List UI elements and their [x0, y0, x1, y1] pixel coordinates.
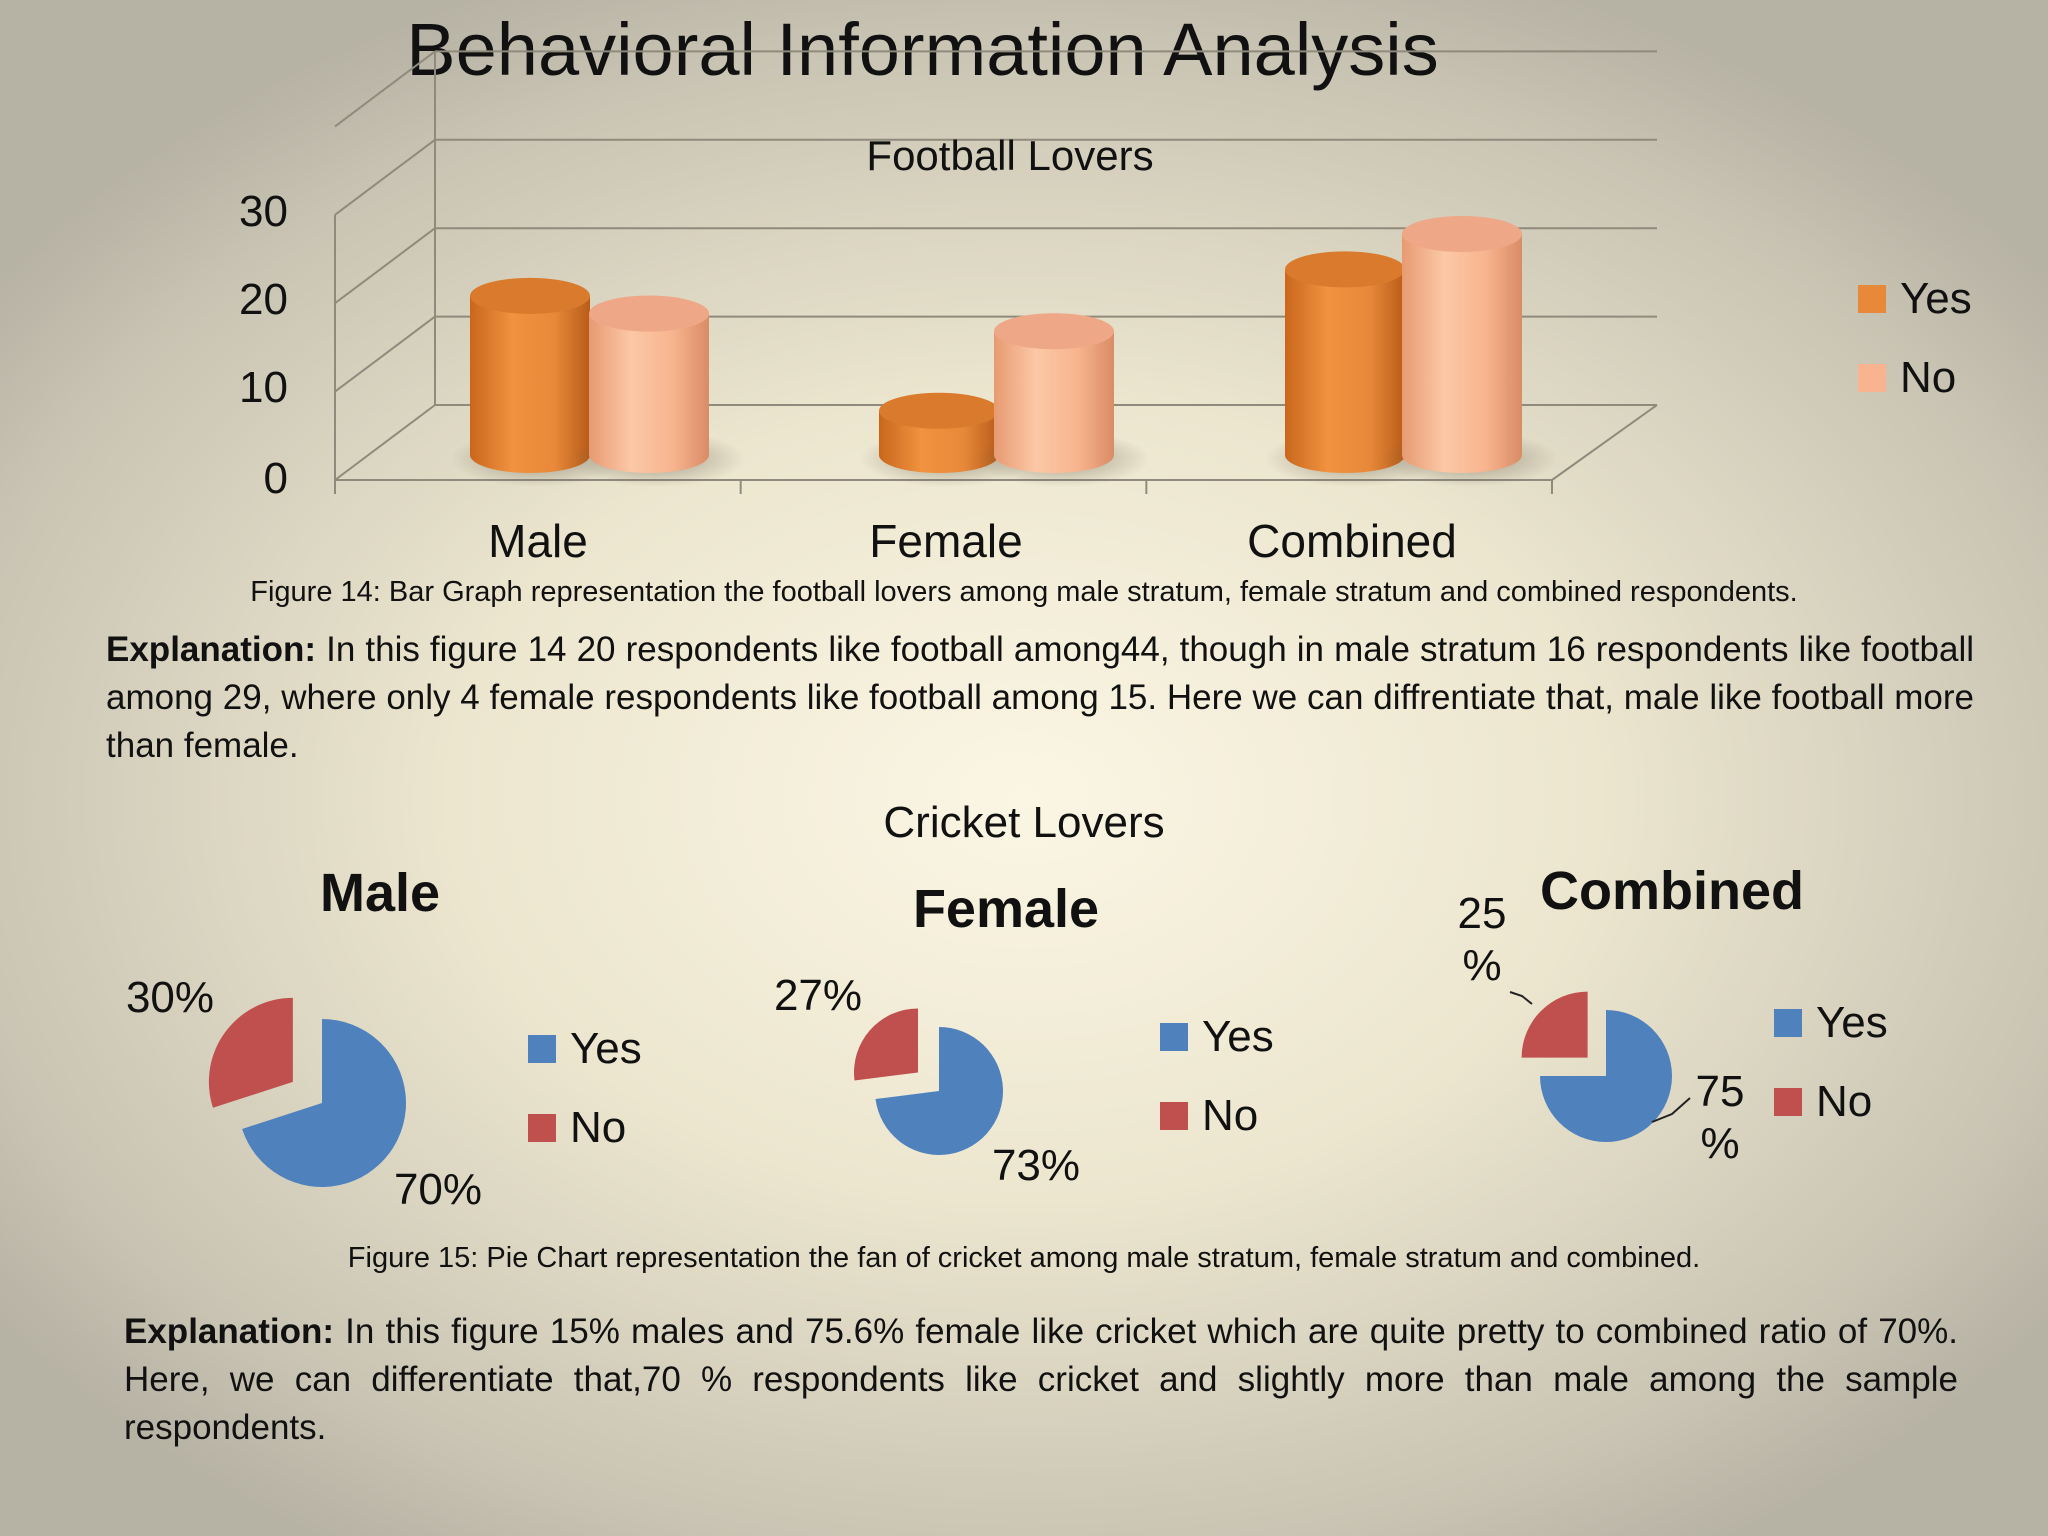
gridline	[334, 315, 436, 393]
bar-body	[994, 331, 1114, 473]
leader-line	[1509, 991, 1533, 1005]
bar-marks	[450, 216, 1558, 487]
football-chart-title: Football Lovers	[866, 132, 1154, 179]
gridline	[334, 404, 436, 481]
legend-label: Yes	[1816, 998, 1888, 1047]
legend-label: Yes	[1900, 274, 1972, 323]
bar-top	[1285, 251, 1405, 288]
cricket-explanation: Explanation: In this figure 15% males an…	[124, 1308, 1958, 1452]
leader-line	[1651, 1097, 1691, 1123]
pie-label-female-no: 27%	[773, 971, 863, 1020]
floor-edge	[1551, 404, 1658, 481]
bar-top	[879, 392, 999, 429]
pie-slice-no	[1521, 991, 1588, 1058]
bar-top	[589, 295, 709, 332]
pie-combined	[1521, 991, 1672, 1142]
pie-male	[208, 997, 407, 1187]
legend-swatch	[1774, 1088, 1802, 1116]
bar-body	[1402, 234, 1522, 473]
cricket-section-title: Cricket Lovers	[883, 798, 1165, 847]
pie-label-female-yes: 73%	[991, 1141, 1081, 1190]
bar-body	[589, 313, 709, 473]
y-tick-label: 20	[239, 275, 288, 324]
legend-swatch	[528, 1035, 556, 1063]
legend-swatch	[528, 1114, 556, 1142]
legend-swatch	[1774, 1009, 1802, 1037]
explanation-text: In this figure 14 20 respondents like fo…	[106, 630, 1974, 765]
pie-label-combined-no: 25 %	[1457, 889, 1507, 990]
bar-body	[470, 295, 590, 473]
pie-slice-no	[208, 997, 293, 1108]
legend-item-yes: Yes	[1858, 274, 1972, 324]
bar-no-combined	[1382, 216, 1558, 487]
explanation-label: Explanation:	[106, 630, 317, 669]
legend-item-no: No	[1774, 1077, 1872, 1127]
gridline	[334, 139, 436, 216]
bar-body	[1285, 269, 1405, 473]
legend-item-no: No	[1858, 353, 1956, 403]
legend-item-yes: Yes	[1160, 1012, 1274, 1062]
pie-slice-yes	[875, 1027, 1003, 1155]
slide-title: Behavioral Information Analysis	[406, 8, 1439, 91]
pie-label-male-no: 30%	[125, 973, 215, 1022]
x-category-label: Female	[869, 515, 1023, 567]
y-tick-label: 10	[239, 363, 288, 412]
legend-swatch	[1858, 364, 1886, 392]
pie-title-combined: Combined	[1540, 861, 1804, 921]
football-explanation: Explanation: In this figure 14 20 respon…	[106, 626, 1974, 770]
figure-14-caption: Figure 14: Bar Graph representation the …	[250, 576, 1798, 608]
legend-item-yes: Yes	[528, 1024, 642, 1074]
bar-no-male	[569, 295, 745, 487]
legend-label: No	[1202, 1091, 1259, 1140]
legend-label: No	[1816, 1077, 1873, 1126]
pie-title-male: Male	[319, 863, 441, 923]
legend-label: Yes	[570, 1024, 642, 1073]
legend-label: No	[1900, 353, 1957, 402]
gridline	[334, 50, 436, 128]
legend-swatch	[1160, 1023, 1188, 1051]
legend-swatch	[1160, 1102, 1188, 1130]
pie-slice-yes	[242, 1019, 407, 1187]
bar-top	[470, 277, 590, 314]
explanation-label: Explanation:	[124, 1312, 335, 1351]
pie-title-female: Female	[912, 879, 1100, 939]
pie-slice-yes	[1540, 1010, 1672, 1142]
figure-15-caption: Figure 15: Pie Chart representation the …	[347, 1242, 1701, 1274]
football-bar-chart	[334, 50, 1658, 494]
pie-label-male-yes: 70%	[393, 1165, 483, 1214]
pie-label-combined-yes: 75 %	[1695, 1067, 1745, 1168]
legend-item-no: No	[528, 1103, 626, 1153]
legend-item-no: No	[1160, 1091, 1258, 1141]
bar-top	[1402, 216, 1522, 252]
legend-item-yes: Yes	[1774, 998, 1888, 1048]
bar-top	[994, 313, 1114, 350]
pie-female	[853, 1008, 1003, 1155]
legend-label: No	[570, 1103, 627, 1152]
x-category-label: Combined	[1247, 515, 1457, 567]
legend-label: Yes	[1202, 1012, 1274, 1061]
pie-slice-no	[853, 1008, 918, 1081]
gridline	[334, 227, 436, 305]
x-category-label: Male	[488, 515, 588, 567]
bar-no-female	[974, 313, 1150, 487]
y-tick-label: 30	[239, 187, 288, 236]
legend-swatch	[1858, 285, 1886, 313]
y-tick-label: 0	[263, 454, 288, 503]
explanation-text: In this figure 15% males and 75.6% femal…	[124, 1312, 1958, 1447]
